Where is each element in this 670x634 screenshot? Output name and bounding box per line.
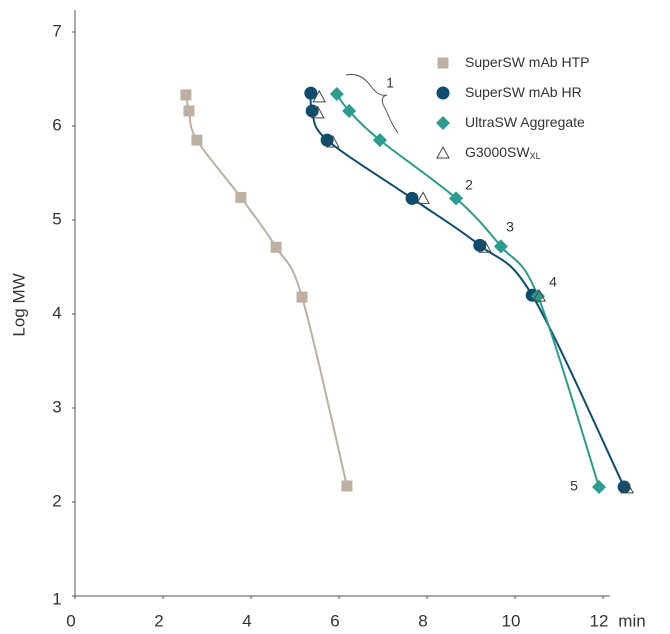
fit-curve <box>184 94 348 487</box>
marker-circle <box>305 104 319 118</box>
legend-subscript: XL <box>530 151 541 161</box>
marker-square <box>270 241 282 253</box>
y-tick-label: 4 <box>52 303 61 322</box>
legend-name: G3000SW <box>465 144 530 160</box>
y-tick-label: 7 <box>52 21 61 40</box>
x-tick-label: 0 <box>66 611 75 630</box>
annotation: 4 <box>549 274 557 290</box>
marker-square <box>235 191 247 203</box>
marker-diamond <box>329 87 344 102</box>
marker-diamond <box>436 116 450 130</box>
marker-triangle <box>478 240 492 253</box>
x-tick-label: 12 <box>590 611 609 630</box>
legend-name: SuperSW mAb HR <box>465 84 582 100</box>
y-tick-label: 1 <box>52 589 61 608</box>
legend-label: SuperSW mAb HTP <box>465 54 589 70</box>
legend-label: SuperSW mAb HR <box>465 84 582 100</box>
marker-circle <box>405 191 419 205</box>
marker-square <box>437 57 449 69</box>
legend-label: G3000SWXL <box>465 144 541 162</box>
marker-square <box>296 291 308 303</box>
marker-triangle <box>416 191 430 204</box>
marker-circle <box>436 86 450 100</box>
y-tick-label: 6 <box>52 115 61 134</box>
marker-square <box>180 89 192 101</box>
annotation: 2 <box>465 177 473 193</box>
marker-diamond <box>493 239 508 254</box>
marker-diamond <box>592 479 607 494</box>
x-tick-label: 4 <box>242 611 251 630</box>
marker-triangle <box>311 105 325 119</box>
marker-diamond <box>342 103 357 118</box>
marker-circle <box>320 133 334 147</box>
x-tick-label: 10 <box>502 611 521 630</box>
annotation: 5 <box>570 478 578 494</box>
marker-diamond <box>449 191 464 206</box>
y-axis-label: Log MW <box>9 273 28 336</box>
marker-triangle <box>620 480 635 494</box>
marker-triangle <box>532 289 547 302</box>
annotation: 1 <box>386 75 394 91</box>
x-tick-label: 2 <box>154 611 163 630</box>
x-axis-label: min <box>618 611 645 630</box>
marker-triangle <box>312 89 327 103</box>
marker-triangle <box>325 134 340 148</box>
legend-name: SuperSW mAb HTP <box>465 54 589 70</box>
marker-square <box>183 105 195 117</box>
marker-diamond <box>372 133 387 148</box>
marker-circle <box>304 86 318 100</box>
marker-circle <box>473 238 487 252</box>
marker-triangle <box>436 145 450 159</box>
y-tick-label: 5 <box>52 209 61 228</box>
marker-square <box>191 134 203 146</box>
x-tick-label: 8 <box>418 611 427 630</box>
x-tick-label: 6 <box>330 611 339 630</box>
bracket <box>345 74 399 134</box>
legend-label: UltraSW Aggregate <box>465 114 585 130</box>
annotation: 3 <box>506 219 514 235</box>
marker-square <box>341 480 353 492</box>
legend-name: UltraSW Aggregate <box>465 114 585 130</box>
y-tick-label: 3 <box>52 397 61 416</box>
y-tick-label: 2 <box>52 491 61 510</box>
